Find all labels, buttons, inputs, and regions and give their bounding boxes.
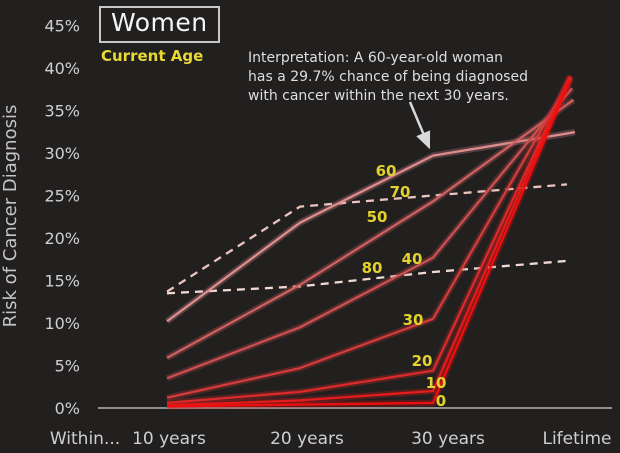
age-label-10: 10	[426, 374, 447, 392]
chart-title-box: Women	[99, 6, 220, 43]
annotation-line-3: with cancer within the next 30 years.	[248, 88, 509, 104]
x-axis-prefix-label: Within...	[50, 429, 120, 449]
risk-line-glow-40	[165, 86, 575, 382]
y-axis-title: Risk of Cancer Diagnosis	[0, 105, 21, 328]
risk-line-80	[166, 259, 568, 295]
y-tick-label-10: 10%	[44, 314, 80, 333]
risk-line-70	[166, 183, 568, 293]
x-tick-label-20-years: 20 years	[270, 429, 344, 449]
annotation-line-1: Interpretation: A 60-year-old woman	[248, 50, 504, 66]
age-label-60: 60	[376, 162, 397, 180]
y-tick-label-15: 15%	[44, 272, 80, 291]
risk-line-60	[166, 130, 576, 323]
legend-title: Current Age	[101, 47, 204, 65]
annotation-arrow	[408, 101, 431, 150]
y-tick-label-30: 30%	[44, 144, 80, 163]
y-tick-label-25: 25%	[44, 187, 80, 206]
y-tick-label-5: 5%	[55, 357, 80, 376]
y-tick-label-35: 35%	[44, 102, 80, 121]
age-label-70: 70	[390, 183, 411, 201]
annotation-text: Interpretation: A 60-year-old woman has …	[248, 49, 528, 106]
annotation-line-2: has a 29.7% chance of being diagnosed	[248, 69, 528, 85]
age-label-40: 40	[402, 250, 423, 268]
age-label-20: 20	[412, 352, 433, 370]
risk-line-40	[166, 87, 573, 380]
age-label-30: 30	[403, 311, 424, 329]
risk-line-10	[166, 75, 572, 407]
age-label-0: 0	[436, 392, 446, 410]
risk-line-glow-50	[165, 97, 576, 361]
y-tick-label-45: 45%	[44, 17, 80, 36]
y-tick-label-40: 40%	[44, 59, 80, 78]
risk-line-50	[166, 98, 575, 359]
y-tick-label-20: 20%	[44, 229, 80, 248]
y-tick-label-0: 0%	[55, 399, 80, 418]
age-label-50: 50	[367, 208, 388, 226]
x-tick-label-30-years: 30 years	[411, 429, 485, 449]
risk-line-0	[166, 79, 572, 408]
x-tick-label-10-years: 10 years	[132, 429, 206, 449]
x-tick-label-Lifetime: Lifetime	[542, 429, 611, 449]
page-title: Women	[111, 8, 208, 37]
age-label-80: 80	[362, 259, 383, 277]
